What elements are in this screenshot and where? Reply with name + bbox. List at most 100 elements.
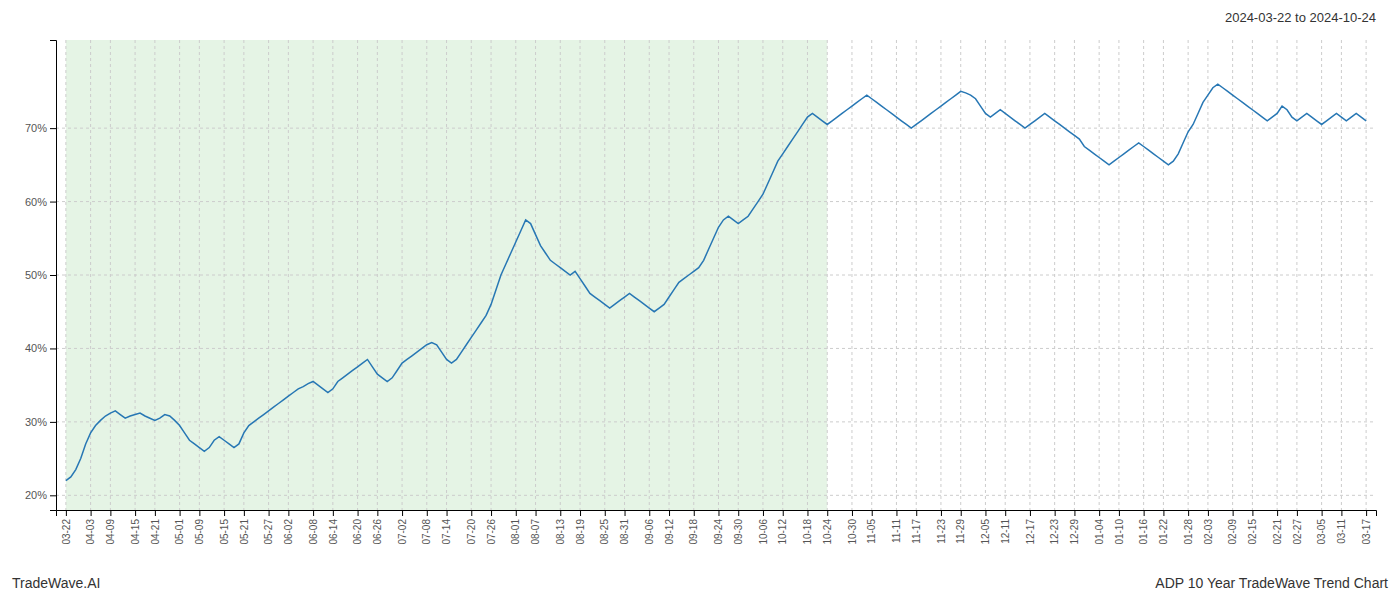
x-tick-mark [1252, 510, 1253, 516]
grid-line-x [1118, 40, 1119, 510]
grid-line-x [535, 40, 536, 510]
x-tick-label: 05-21 [239, 519, 250, 545]
x-tick-label: 11-17 [911, 519, 922, 544]
x-tick: 06-20 [352, 510, 363, 545]
x-tick: 12-17 [1025, 510, 1036, 545]
grid-line-x [1143, 40, 1144, 510]
grid-line-x [693, 40, 694, 510]
x-tick-label: 01-22 [1158, 519, 1169, 545]
x-tick: 05-09 [194, 510, 205, 545]
grid-line-x [1029, 40, 1030, 510]
x-tick-label: 06-26 [372, 519, 383, 545]
x-tick-mark [1099, 510, 1100, 516]
x-tick-mark [827, 510, 828, 516]
x-tick-label: 02-15 [1247, 519, 1258, 545]
grid-line-x [1054, 40, 1055, 510]
x-tick-mark [155, 510, 156, 516]
grid-line-y [56, 348, 1376, 349]
x-tick-mark [536, 510, 537, 516]
x-tick-mark [1074, 510, 1075, 516]
grid-line-x [851, 40, 852, 510]
x-tick: 11-11 [891, 510, 902, 543]
grid-line-x [807, 40, 808, 510]
x-tick: 10-06 [758, 510, 769, 545]
x-tick-label: 04-21 [150, 519, 161, 545]
grid-line-x [1163, 40, 1164, 510]
x-tick-mark [1119, 510, 1120, 516]
x-tick: 04-15 [130, 510, 141, 545]
x-tick: 01-16 [1138, 510, 1149, 545]
x-tick-label: 05-15 [219, 519, 230, 545]
x-tick-label: 06-02 [283, 519, 294, 545]
plot-area [66, 40, 827, 510]
x-tick-label: 06-14 [328, 519, 339, 545]
x-tick-mark [471, 510, 472, 516]
x-tick: 04-21 [150, 510, 161, 545]
grid-line-x [446, 40, 447, 510]
x-tick-label: 08-07 [530, 519, 541, 545]
x-tick-mark [447, 510, 448, 516]
x-tick: 12-29 [1069, 510, 1080, 545]
x-tick-mark [1208, 510, 1209, 516]
x-tick-mark [333, 510, 334, 516]
x-tick: 08-31 [619, 510, 630, 545]
x-tick-label: 09-06 [644, 519, 655, 545]
grid-line-x [827, 40, 828, 510]
x-tick-mark [288, 510, 289, 516]
y-tick-label: 20% [25, 489, 47, 501]
x-tick: 11-23 [936, 510, 947, 544]
x-tick-mark [1297, 510, 1298, 516]
x-tick-label: 10-06 [758, 519, 769, 545]
grid-line-x [179, 40, 180, 510]
x-tick-label: 03-17 [1361, 519, 1372, 545]
x-tick-mark [1144, 510, 1145, 516]
x-tick-label: 01-28 [1183, 519, 1194, 545]
y-tick: 40% [25, 342, 56, 354]
x-tick-mark [580, 510, 581, 516]
x-tick-label: 07-08 [421, 519, 432, 545]
grid [56, 40, 1376, 510]
x-tick-label: 02-03 [1203, 519, 1214, 545]
y-tick: 50% [25, 269, 56, 281]
x-tick: 06-14 [328, 510, 339, 545]
x-tick: 02-21 [1272, 510, 1283, 545]
x-tick: 07-14 [441, 510, 452, 545]
x-tick-label: 12-23 [1049, 519, 1060, 545]
y-axis-line [50, 41, 57, 511]
x-tick-mark [718, 510, 719, 516]
grid-line-x [718, 40, 719, 510]
grid-line-x [357, 40, 358, 510]
x-tick-label: 07-02 [397, 519, 408, 545]
x-tick-label: 10-18 [802, 519, 813, 545]
x-tick: 09-30 [733, 510, 744, 545]
x-tick-mark [244, 510, 245, 516]
x-tick-mark [224, 510, 225, 516]
x-tick-label: 11-23 [936, 519, 947, 544]
x-tick-mark [91, 510, 92, 516]
grid-line-x [313, 40, 314, 510]
grid-line-x [940, 40, 941, 510]
y-tick-label: 50% [25, 269, 47, 281]
x-tick: 09-18 [688, 510, 699, 545]
x-tick: 11-05 [866, 510, 877, 544]
x-tick: 01-04 [1094, 510, 1105, 545]
y-tick-label: 40% [25, 342, 47, 354]
grid-line-x [491, 40, 492, 510]
grid-line-x [199, 40, 200, 510]
x-tick-mark [1163, 510, 1164, 516]
x-tick: 03-22 [61, 510, 72, 545]
x-tick: 05-15 [219, 510, 230, 545]
grid-line-x [90, 40, 91, 510]
x-tick: 10-24 [822, 510, 833, 545]
x-tick-label: 08-13 [555, 519, 566, 545]
x-tick: 06-26 [372, 510, 383, 545]
grid-line-x [332, 40, 333, 510]
grid-line-x [243, 40, 244, 510]
x-tick-mark [1005, 510, 1006, 516]
x-tick: 04-03 [85, 510, 96, 545]
x-tick: 08-19 [575, 510, 586, 545]
x-tick: 01-10 [1114, 510, 1125, 545]
x-tick-label: 12-11 [1000, 519, 1011, 544]
x-tick: 09-06 [644, 510, 655, 545]
x-tick-mark [1233, 510, 1234, 516]
